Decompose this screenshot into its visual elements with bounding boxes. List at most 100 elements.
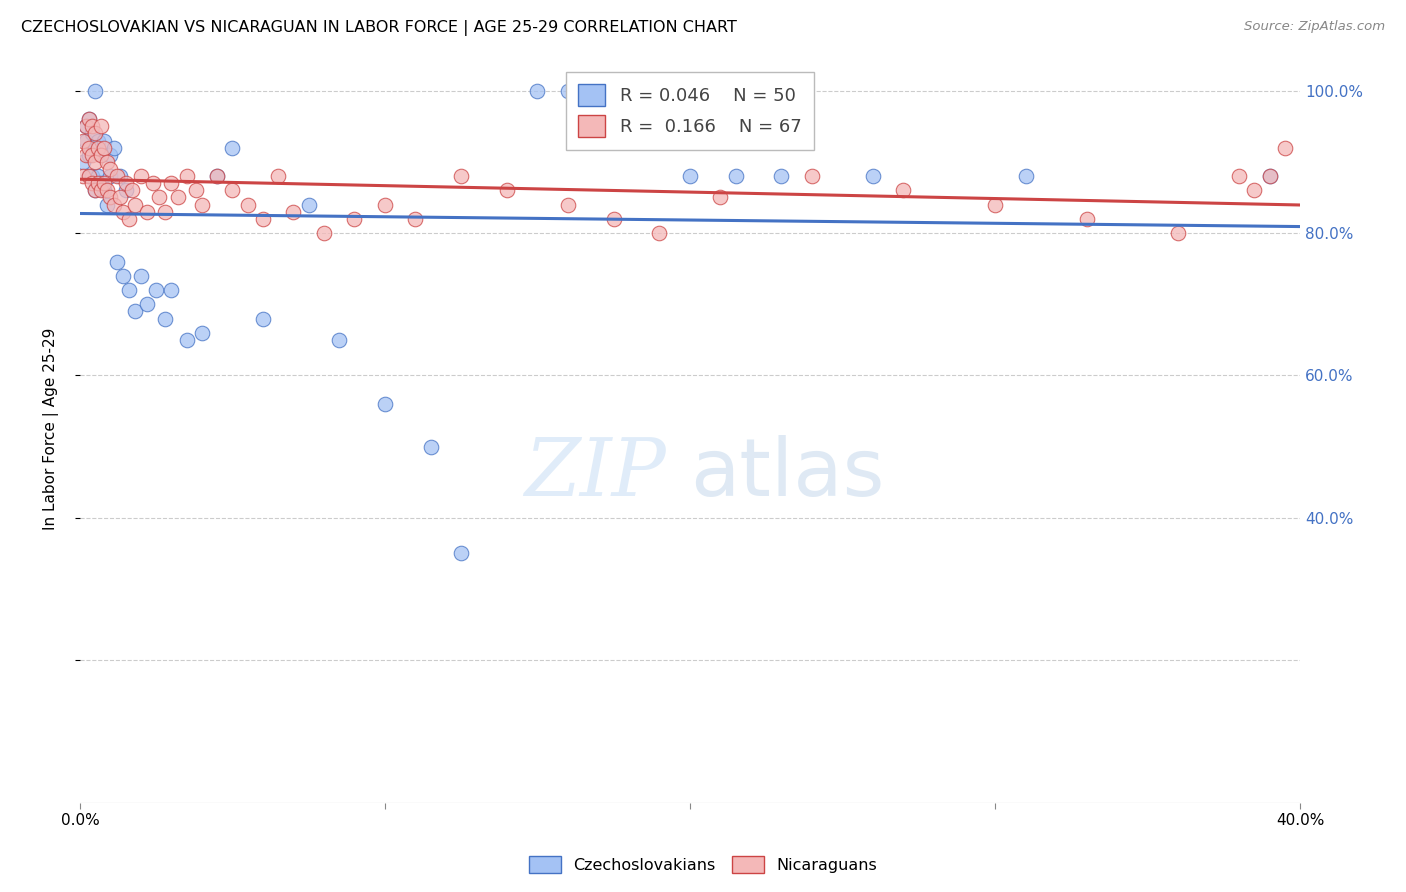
Point — [108, 190, 131, 204]
Point — [96, 197, 118, 211]
Point — [96, 155, 118, 169]
Point — [72, 169, 94, 183]
Point — [103, 141, 125, 155]
Point — [84, 183, 107, 197]
Point — [801, 169, 824, 183]
Point — [93, 134, 115, 148]
Point — [267, 169, 290, 183]
Point — [90, 148, 112, 162]
Point — [770, 169, 793, 183]
Point — [221, 183, 243, 197]
Point — [1274, 141, 1296, 155]
Point — [893, 183, 915, 197]
Point — [77, 112, 100, 127]
Point — [160, 283, 183, 297]
Point — [1243, 183, 1265, 197]
Point — [1258, 169, 1281, 183]
Point — [124, 304, 146, 318]
Point — [1076, 211, 1098, 226]
Point — [108, 169, 131, 183]
Point — [75, 134, 97, 148]
Point — [105, 254, 128, 268]
Point — [100, 148, 122, 162]
Point — [1227, 169, 1250, 183]
Point — [129, 268, 152, 283]
Point — [603, 211, 626, 226]
Legend: R = 0.046    N = 50, R =  0.166    N = 67: R = 0.046 N = 50, R = 0.166 N = 67 — [565, 71, 814, 150]
Point — [100, 169, 122, 183]
Point — [166, 190, 188, 204]
Point — [648, 226, 671, 240]
Point — [724, 169, 747, 183]
Point — [77, 148, 100, 162]
Point — [87, 141, 110, 155]
Point — [77, 169, 100, 183]
Y-axis label: In Labor Force | Age 25-29: In Labor Force | Age 25-29 — [44, 327, 59, 530]
Point — [75, 148, 97, 162]
Point — [136, 204, 159, 219]
Point — [205, 169, 228, 183]
Point — [84, 183, 107, 197]
Point — [191, 326, 214, 340]
Text: ZIP: ZIP — [524, 435, 665, 512]
Point — [121, 183, 143, 197]
Point — [221, 141, 243, 155]
Text: atlas: atlas — [690, 434, 884, 513]
Point — [124, 197, 146, 211]
Point — [100, 190, 122, 204]
Text: CZECHOSLOVAKIAN VS NICARAGUAN IN LABOR FORCE | AGE 25-29 CORRELATION CHART: CZECHOSLOVAKIAN VS NICARAGUAN IN LABOR F… — [21, 20, 737, 36]
Point — [111, 268, 134, 283]
Text: Source: ZipAtlas.com: Source: ZipAtlas.com — [1244, 20, 1385, 33]
Point — [87, 134, 110, 148]
Point — [82, 148, 104, 162]
Point — [496, 183, 519, 197]
Point — [679, 169, 702, 183]
Point — [82, 176, 104, 190]
Point — [298, 197, 321, 211]
Point — [90, 148, 112, 162]
Point — [1258, 169, 1281, 183]
Point — [77, 112, 100, 127]
Point — [155, 311, 177, 326]
Point — [450, 169, 472, 183]
Point — [93, 141, 115, 155]
Point — [252, 211, 274, 226]
Point — [105, 169, 128, 183]
Point — [114, 183, 136, 197]
Point — [87, 169, 110, 183]
Point — [374, 397, 396, 411]
Point — [103, 197, 125, 211]
Point — [111, 204, 134, 219]
Point — [75, 120, 97, 134]
Point — [283, 204, 305, 219]
Point — [404, 211, 426, 226]
Point — [72, 134, 94, 148]
Point — [191, 197, 214, 211]
Point — [155, 204, 177, 219]
Point — [526, 84, 548, 98]
Point — [236, 197, 259, 211]
Point — [176, 169, 198, 183]
Point — [93, 176, 115, 190]
Point — [84, 155, 107, 169]
Point — [72, 155, 94, 169]
Point — [312, 226, 335, 240]
Point — [160, 176, 183, 190]
Point — [90, 183, 112, 197]
Point — [84, 84, 107, 98]
Point — [557, 197, 579, 211]
Legend: Czechoslovakians, Nicaraguans: Czechoslovakians, Nicaraguans — [523, 849, 883, 880]
Point — [87, 176, 110, 190]
Point — [90, 176, 112, 190]
Point — [136, 297, 159, 311]
Point — [419, 440, 441, 454]
Point — [184, 183, 207, 197]
Point — [75, 120, 97, 134]
Point — [1167, 226, 1189, 240]
Point — [100, 161, 122, 176]
Point — [145, 283, 167, 297]
Point — [93, 183, 115, 197]
Point — [84, 127, 107, 141]
Point — [176, 333, 198, 347]
Point — [862, 169, 884, 183]
